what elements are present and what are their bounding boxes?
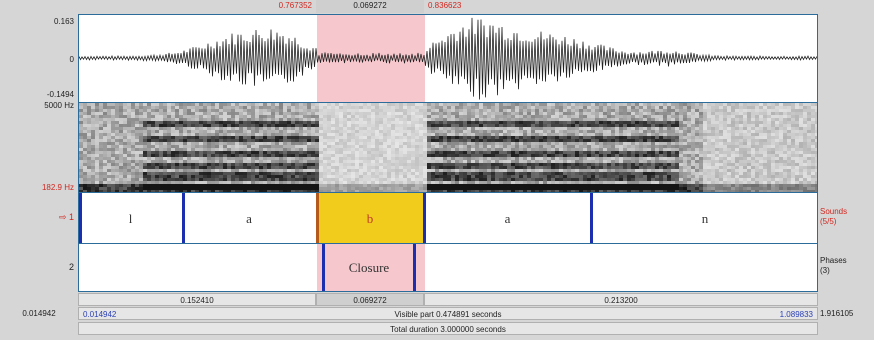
- spectrogram-image: [79, 103, 817, 192]
- selection-start-time: 0.767352: [278, 1, 312, 10]
- spectrogram-panel[interactable]: [79, 103, 817, 192]
- tier-sounds-boundary[interactable]: [423, 193, 426, 243]
- tier-phases-selection: [317, 244, 425, 291]
- tier2-number[interactable]: 2: [68, 262, 74, 272]
- duration-before-selection[interactable]: 0.152410: [78, 293, 316, 306]
- interval-label[interactable]: a: [246, 211, 252, 226]
- visible-part-text: Visible part 0.474891 seconds: [394, 310, 502, 319]
- waveform-panel[interactable]: [79, 15, 817, 103]
- tier-phases[interactable]: Closure: [79, 244, 817, 291]
- window-start-time: 0.014942: [22, 309, 56, 318]
- tier-sounds[interactable]: l a b a n: [79, 192, 817, 244]
- waveform-max-label: 0.163: [53, 17, 74, 26]
- sound-editor-frame[interactable]: l a b a n Closure: [78, 14, 818, 292]
- tier1-name[interactable]: Sounds (5/5): [820, 207, 848, 226]
- tier1-number[interactable]: ⇨ 1: [58, 212, 74, 222]
- interval-label[interactable]: l: [128, 211, 133, 226]
- interval-label[interactable]: Closure: [348, 260, 390, 275]
- window-end-time: 1.916105: [820, 309, 854, 318]
- duration-after-selection[interactable]: 0.213200: [424, 293, 818, 306]
- tier-sounds-boundary[interactable]: [182, 193, 185, 243]
- waveform-zero-label: 0: [69, 55, 74, 64]
- tier-sounds-boundary[interactable]: [316, 193, 319, 243]
- interval-label[interactable]: a: [504, 211, 511, 226]
- visible-part-bar[interactable]: 0.014942 Visible part 0.474891 seconds 1…: [78, 307, 818, 320]
- tier-sounds-selected-interval[interactable]: [317, 193, 425, 243]
- spectrogram-min-label: 182.9 Hz: [41, 183, 74, 192]
- tier-phases-boundary[interactable]: [413, 244, 416, 291]
- interval-label[interactable]: n: [701, 211, 709, 226]
- visible-end-time: 1.089833: [779, 310, 813, 319]
- selection-duration[interactable]: 0.069272: [353, 1, 387, 10]
- tier-phases-boundary[interactable]: [322, 244, 325, 291]
- visible-start-time: 0.014942: [83, 310, 117, 319]
- selection-duration-bar: [316, 0, 424, 13]
- waveform-trace: [79, 17, 817, 100]
- tier2-name[interactable]: Phases (3): [820, 256, 847, 275]
- tier-sounds-boundary[interactable]: [590, 193, 593, 243]
- duration-selection[interactable]: 0.069272: [316, 293, 424, 306]
- spectrogram-max-label: 5000 Hz: [44, 101, 74, 110]
- tier-sounds-boundary[interactable]: [79, 193, 82, 243]
- total-duration-bar[interactable]: Total duration 3.000000 seconds: [78, 322, 818, 335]
- waveform-min-label: -0.1494: [46, 90, 74, 99]
- interval-label-selected[interactable]: b: [366, 211, 374, 226]
- selection-end-time: 0.836623: [428, 1, 462, 10]
